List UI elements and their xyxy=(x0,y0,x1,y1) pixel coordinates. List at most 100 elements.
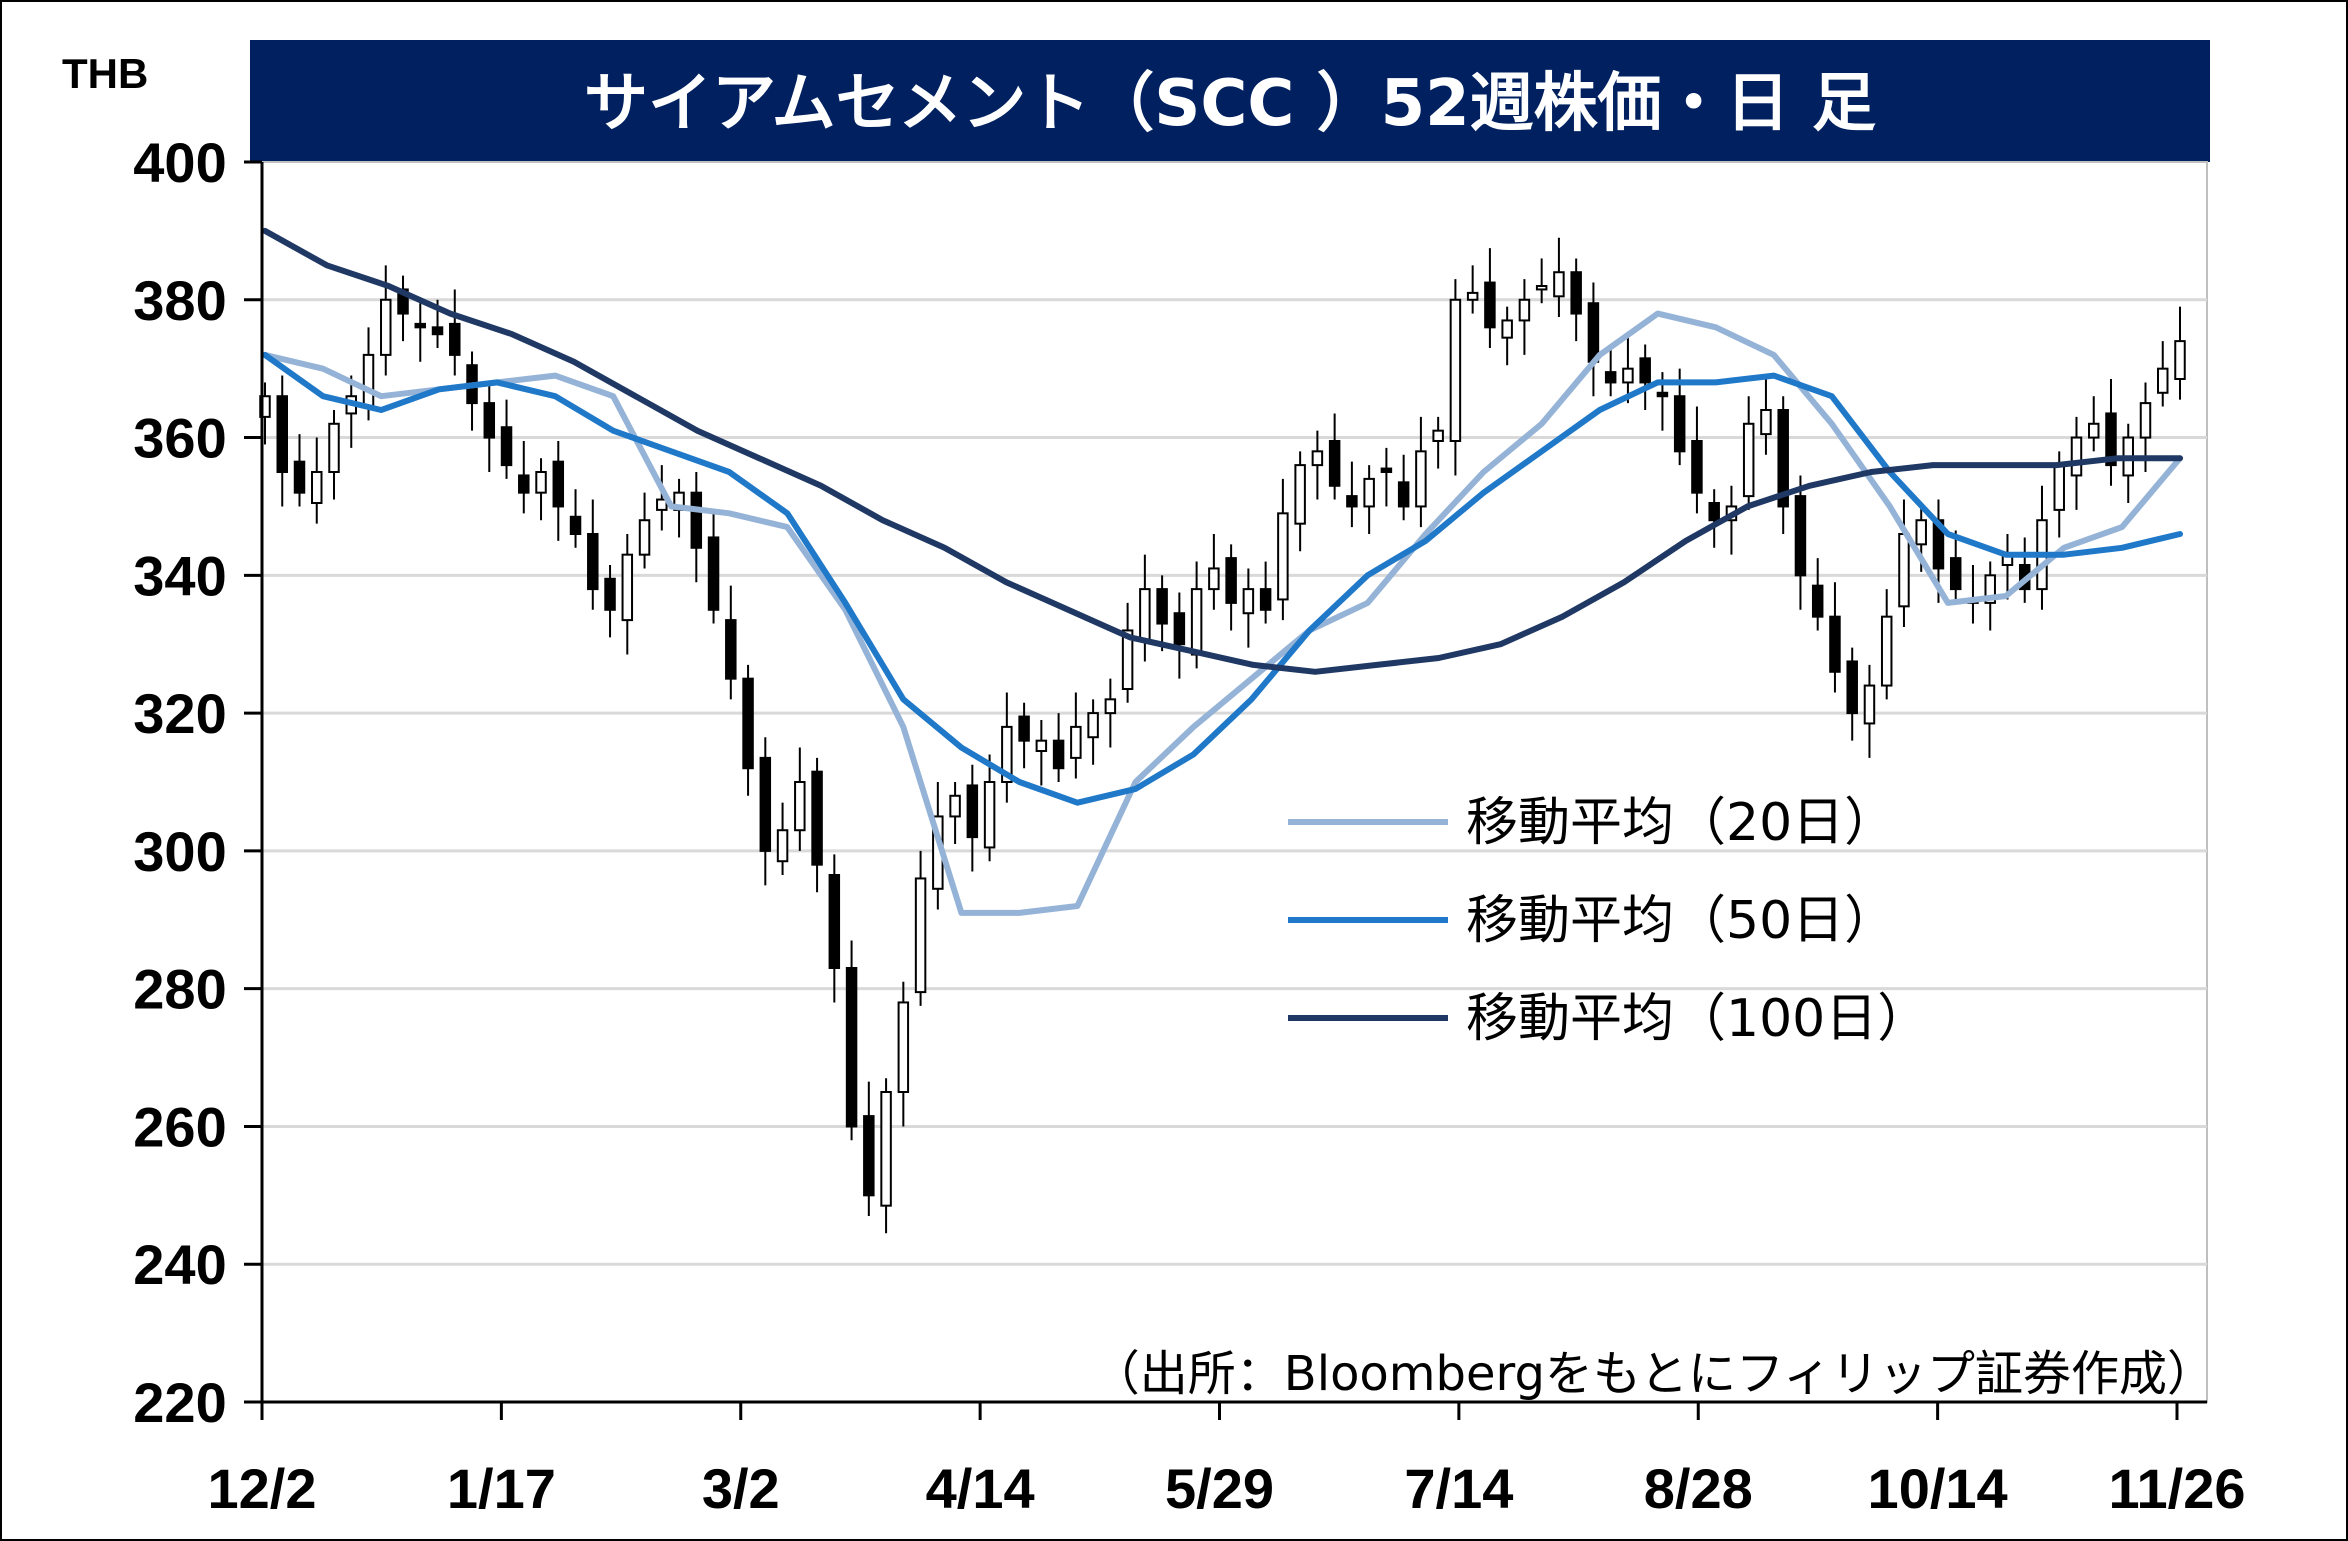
candle-body xyxy=(707,536,720,611)
candle-body xyxy=(1380,467,1393,473)
candle-body xyxy=(1691,440,1703,494)
candle-body xyxy=(914,877,927,994)
candle-body xyxy=(759,756,772,852)
candle-body xyxy=(1242,588,1255,615)
x-tick-label: 5/29 xyxy=(1165,1457,1274,1520)
legend: 移動平均（20日） 移動平均（50日） 移動平均（100日） xyxy=(1288,793,1929,1049)
candle-body xyxy=(604,577,616,611)
candle-body xyxy=(1915,519,1927,546)
candle-body xyxy=(1811,584,1824,618)
candle-body xyxy=(1035,739,1048,753)
x-tick-label: 4/14 xyxy=(926,1457,1035,1520)
candle-body xyxy=(966,784,979,839)
candle-body xyxy=(1760,409,1772,436)
x-tick-label: 1/17 xyxy=(447,1457,556,1520)
candle-body xyxy=(2053,464,2065,511)
candle-body xyxy=(794,781,806,832)
y-tick-label: 240 xyxy=(133,1233,226,1296)
candle-body xyxy=(1863,684,1876,725)
candle-body xyxy=(776,829,789,863)
candle-body xyxy=(259,395,271,418)
candle-body xyxy=(621,553,634,622)
candle-body xyxy=(1587,302,1600,363)
candle-body xyxy=(1742,422,1755,498)
candle-body xyxy=(1397,481,1410,508)
candle-body xyxy=(1984,574,1996,604)
candle-body xyxy=(1484,281,1496,329)
moving-average-lines xyxy=(262,227,2183,916)
x-tick-label: 7/14 xyxy=(1404,1457,1513,1520)
candle-body xyxy=(1466,291,1479,301)
candle-body xyxy=(1570,271,1582,315)
candle-body xyxy=(1673,395,1686,453)
candle-body xyxy=(1880,615,1893,687)
title-bar xyxy=(250,40,2210,162)
y-tick-label: 300 xyxy=(133,820,226,883)
candle-body xyxy=(1225,557,1237,604)
candle-body xyxy=(1846,660,1858,715)
candle-body xyxy=(1639,357,1651,384)
candle-body xyxy=(1018,715,1030,742)
candle-body xyxy=(431,326,444,336)
candle-body xyxy=(1208,567,1220,591)
candle-body xyxy=(1104,698,1117,715)
grid-lines xyxy=(262,298,2207,1266)
candle-body xyxy=(828,874,841,969)
candle-body xyxy=(1553,271,1565,298)
x-tick-label: 12/2 xyxy=(208,1457,317,1520)
candle-body xyxy=(880,1091,892,1207)
candle-body xyxy=(552,460,565,508)
candle-body xyxy=(1001,725,1013,784)
candle-body xyxy=(1294,464,1306,525)
candle-body xyxy=(742,677,754,770)
candle-body xyxy=(500,426,513,467)
candle-body xyxy=(518,474,530,494)
candle-body xyxy=(1173,612,1186,646)
candle-body xyxy=(1363,477,1375,508)
candle-body xyxy=(1277,512,1289,601)
candle-body xyxy=(1829,615,1841,673)
y-tick-label: 340 xyxy=(133,544,226,607)
candle-body xyxy=(569,515,582,535)
y-tick-label: 380 xyxy=(133,269,226,332)
x-tick-label: 11/26 xyxy=(2108,1457,2245,1520)
legend-label: 移動平均（50日） xyxy=(1466,891,1896,951)
candle-body xyxy=(1087,712,1099,739)
candle-body xyxy=(983,781,996,849)
candle-body xyxy=(845,967,858,1128)
candle-body xyxy=(1415,450,1427,508)
candle-body xyxy=(1311,450,1324,467)
x-tick-label: 10/14 xyxy=(1868,1457,2008,1520)
y-tick-label: 260 xyxy=(133,1095,226,1158)
series-line-1 xyxy=(262,310,2183,916)
candle-body xyxy=(1346,495,1358,508)
y-tick-label: 360 xyxy=(133,407,226,470)
candle-body xyxy=(2174,340,2186,381)
candle-body xyxy=(1139,588,1151,642)
x-tick-label: 3/2 xyxy=(702,1457,780,1520)
y-tick-label: 220 xyxy=(133,1371,226,1434)
candle-body xyxy=(1604,371,1617,384)
candle-body xyxy=(2105,412,2117,467)
candle-body xyxy=(1432,429,1444,442)
series-line-2 xyxy=(262,351,2183,806)
candle-body xyxy=(863,1115,875,1197)
y-tick-label: 400 xyxy=(133,131,226,194)
candle-body xyxy=(380,298,392,356)
candle-body xyxy=(1259,588,1272,611)
series-line-3 xyxy=(262,227,2183,675)
candle-body xyxy=(449,322,461,356)
plot-area xyxy=(261,161,2208,1403)
y-axis-unit: THB xyxy=(62,50,148,97)
candle-body xyxy=(535,471,547,494)
candle-body xyxy=(725,619,737,680)
candle-body xyxy=(638,519,651,556)
candle-body xyxy=(1708,502,1720,522)
x-tick-label: 8/28 xyxy=(1644,1457,1753,1520)
candle-body xyxy=(1656,391,1669,398)
candle-body xyxy=(483,402,496,439)
candle-body xyxy=(587,533,599,591)
y-tick-label: 280 xyxy=(133,958,226,1021)
candle-body xyxy=(1898,533,1910,608)
